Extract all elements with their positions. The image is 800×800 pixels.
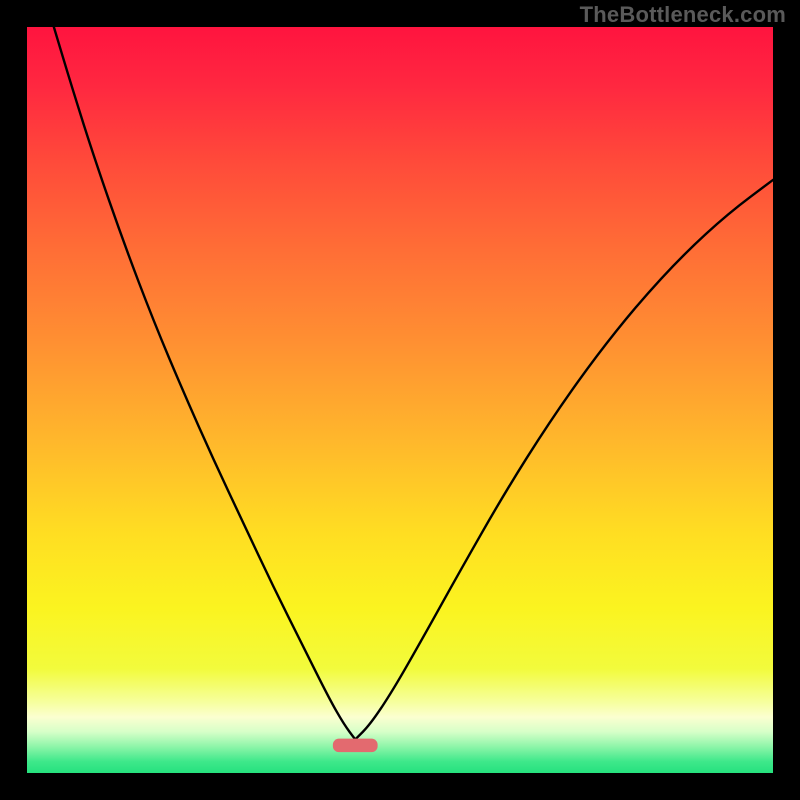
watermark-text: TheBottleneck.com [580, 2, 786, 28]
plot-background [27, 27, 773, 773]
bottleneck-curve-chart [0, 0, 800, 800]
minimum-marker [333, 739, 378, 752]
chart-frame: TheBottleneck.com [0, 0, 800, 800]
